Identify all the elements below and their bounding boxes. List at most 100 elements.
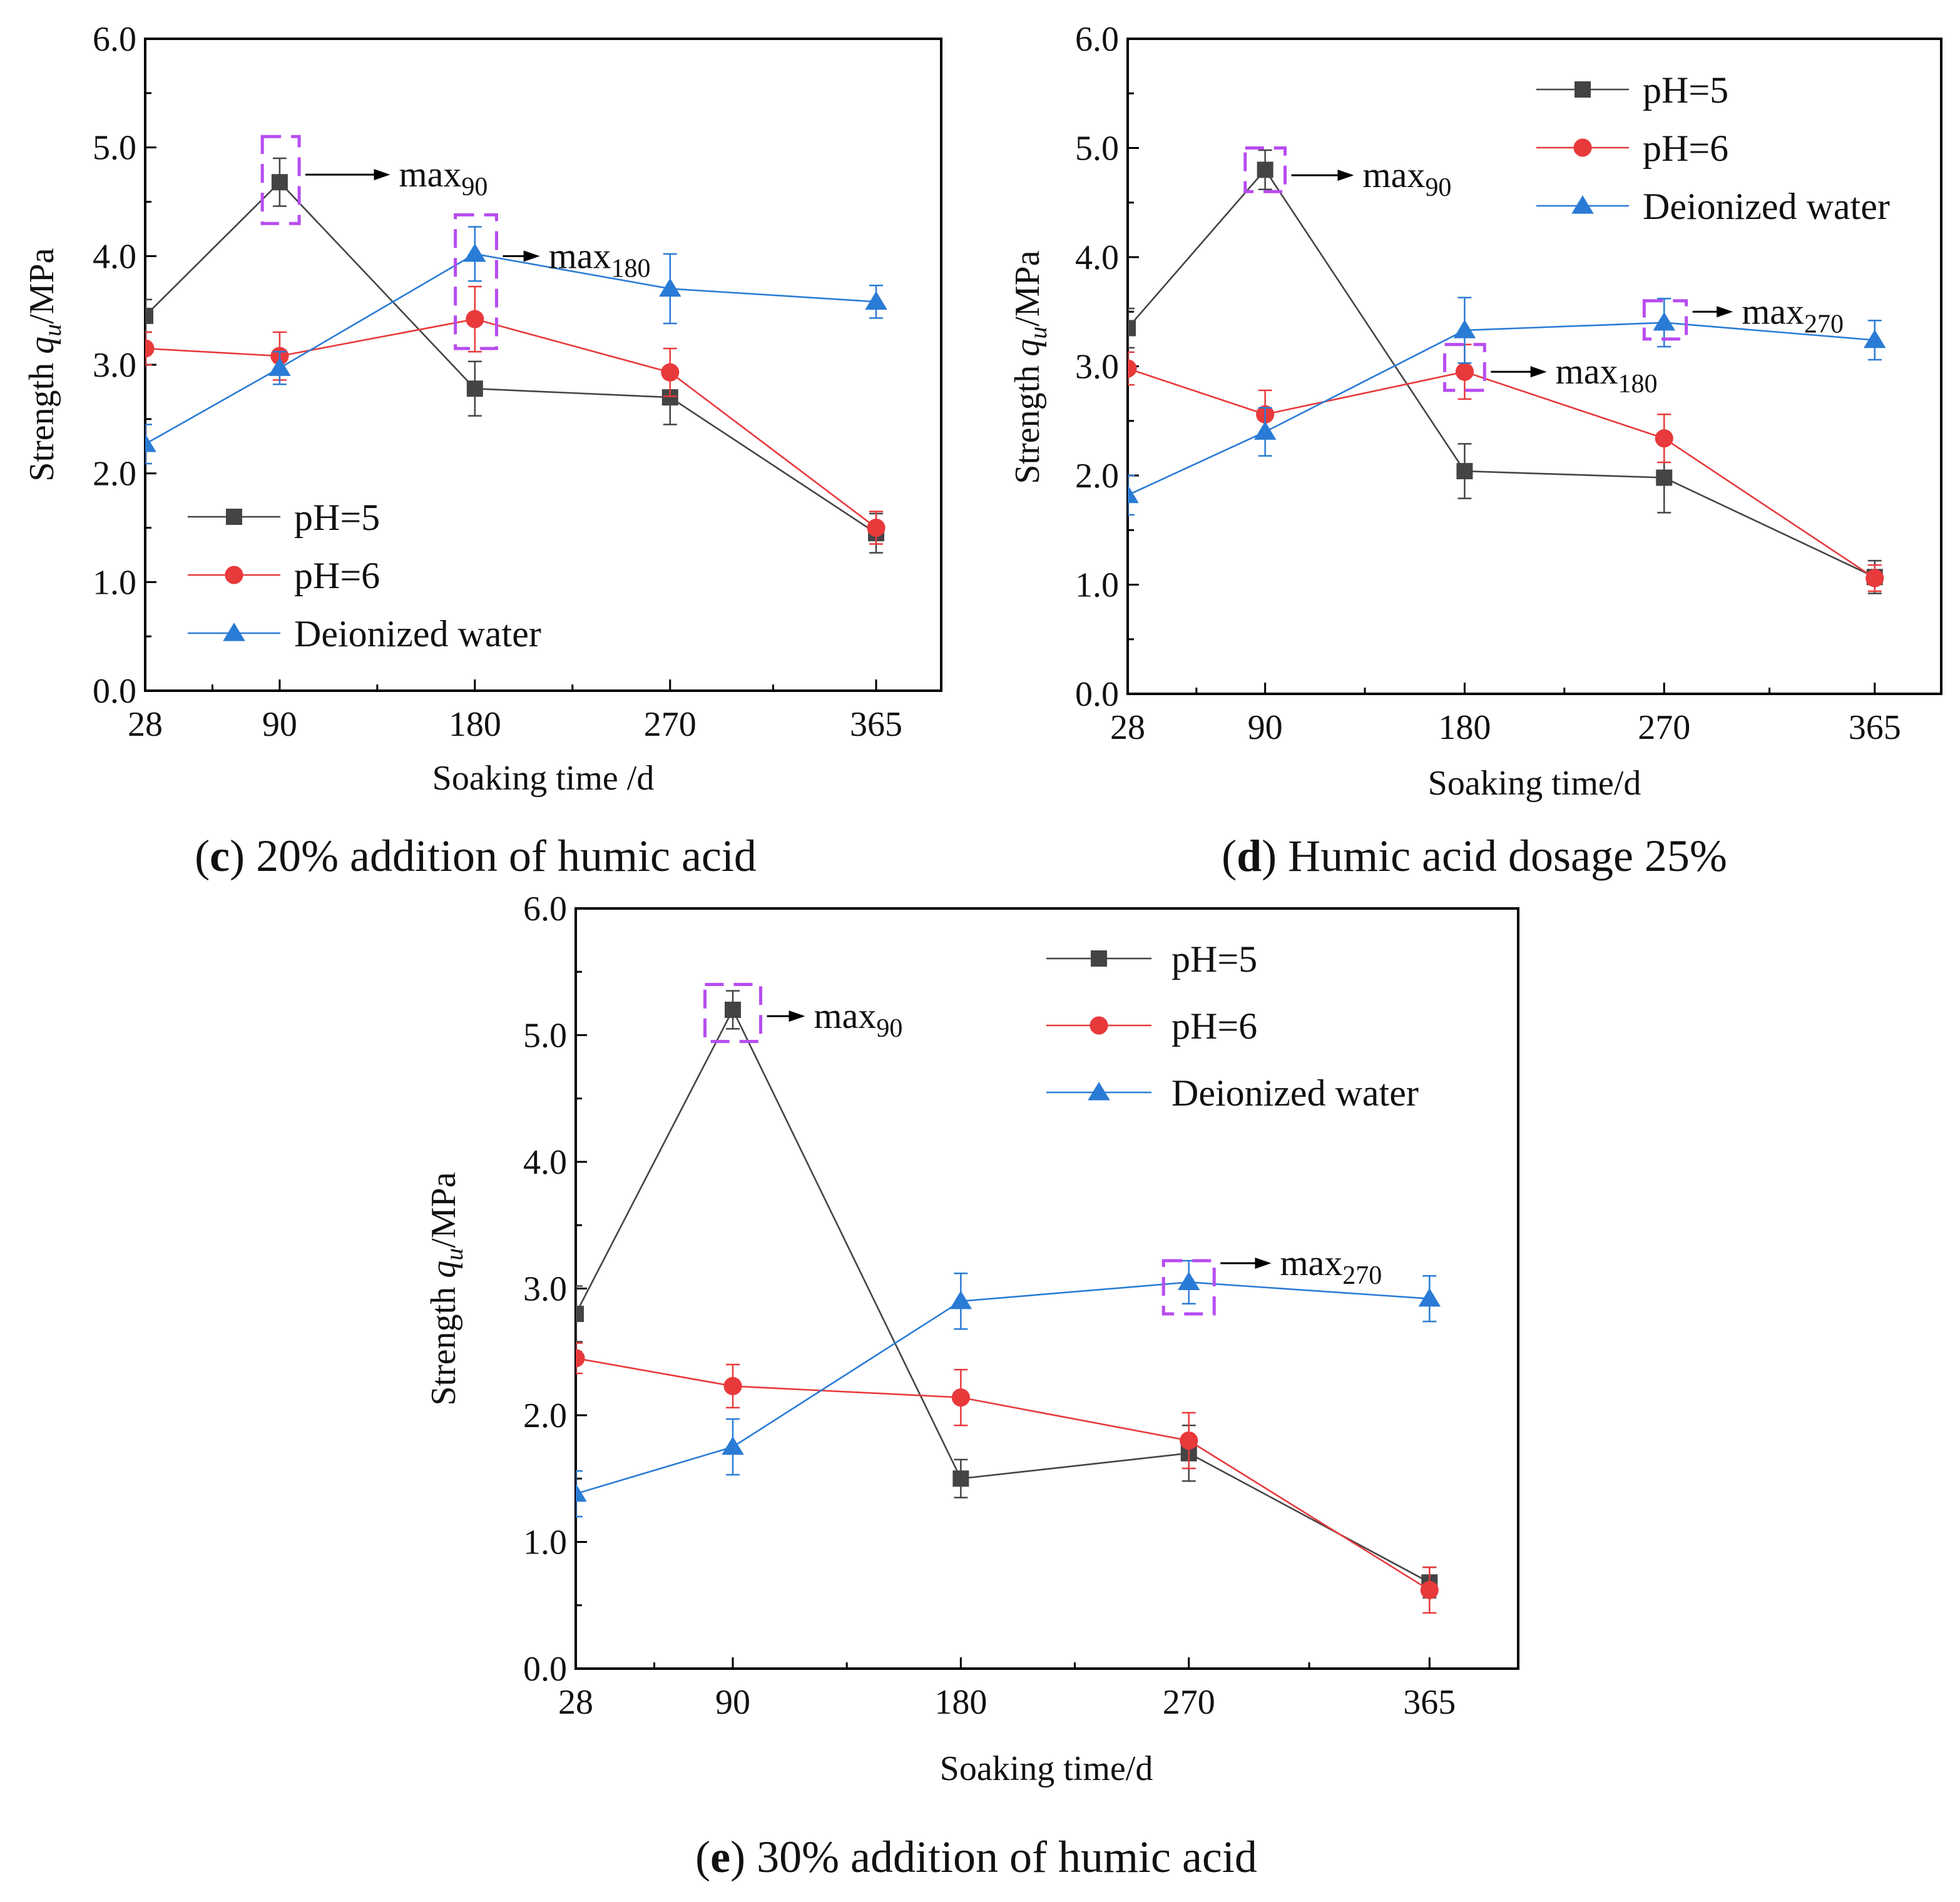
max-label: max180 <box>549 235 651 283</box>
max-label-sub: 90 <box>876 1014 902 1043</box>
y-tick-label: 4.0 <box>1075 238 1119 277</box>
y-tick-label: 4.0 <box>523 1143 567 1182</box>
data-point <box>661 363 680 382</box>
y-axis-label-prefix: Strength <box>23 354 61 482</box>
x-tick-label: 28 <box>558 1683 593 1722</box>
series-group <box>145 157 887 554</box>
x-tick-label: 365 <box>1403 1683 1456 1722</box>
data-point <box>1863 329 1886 348</box>
legend: pH=5 pH=6 Deionized water <box>1046 938 1419 1114</box>
figure-caption: (d) Humic acid dosage 25% <box>1222 831 1727 881</box>
x-tick-label: 365 <box>1849 708 1901 747</box>
data-point <box>722 1436 744 1455</box>
max-label-sub: 90 <box>1425 173 1451 202</box>
max-label-sub: 270 <box>1804 310 1844 338</box>
arrow-head <box>789 1010 805 1022</box>
data-point <box>1180 1431 1198 1450</box>
highlight-box <box>1243 146 1287 193</box>
y-tick-label: 0.0 <box>523 1650 567 1689</box>
series-line <box>576 1281 1430 1495</box>
data-point <box>576 1306 584 1322</box>
data-point <box>1453 320 1476 338</box>
y-tick-label: 6.0 <box>523 890 567 928</box>
arrow-head <box>1337 170 1354 181</box>
data-point <box>1866 569 1884 587</box>
legend-item: pH=6 <box>1536 128 1728 169</box>
y-tick-label: 3.0 <box>93 346 136 385</box>
y-tick-label: 5.0 <box>1075 130 1119 168</box>
legend-marker <box>1575 81 1591 98</box>
legend-marker <box>226 509 242 525</box>
legend-marker <box>1573 138 1592 157</box>
caption-close-paren: ) <box>230 831 245 881</box>
max-label-base: max <box>1362 155 1425 195</box>
y-axis-label-suffix: /MPa <box>1008 250 1047 326</box>
data-point <box>1128 484 1139 504</box>
caption-open-paren: ( <box>1222 831 1237 881</box>
chart-c: 0.0 1.0 2.0 3.0 4.0 5.0 6.0 28 90 180 270 365 Soakin… <box>23 20 942 881</box>
max-annotation: max90 <box>260 135 488 225</box>
data-point <box>464 243 486 262</box>
y-axis-label-sub: u <box>440 1248 468 1261</box>
max-label: max90 <box>399 154 488 201</box>
y-axis-label-suffix: /MPa <box>424 1172 463 1248</box>
max-label: max270 <box>1280 1243 1382 1290</box>
y-axis-label-var: q <box>424 1261 463 1278</box>
legend-label: Deionized water <box>1171 1072 1419 1114</box>
data-point <box>659 278 681 297</box>
data-point <box>865 291 887 310</box>
x-tick-label: 365 <box>850 705 902 744</box>
y-tick-label: 3.0 <box>1075 348 1119 387</box>
max-label: max90 <box>814 995 903 1043</box>
data-point <box>576 1349 585 1368</box>
data-point <box>1420 1580 1439 1600</box>
series-line <box>145 181 877 534</box>
x-tick-label: 270 <box>1638 708 1690 747</box>
x-tick-label: 90 <box>262 705 297 744</box>
y-axis-label-var: q <box>1008 339 1047 357</box>
y-axis-label-suffix: /MPa <box>23 248 61 323</box>
y-axis-label-sub: u <box>1024 327 1052 339</box>
y-tick-label: 6.0 <box>93 20 136 59</box>
data-point <box>576 1483 587 1502</box>
max-label-base: max <box>1742 291 1804 332</box>
legend-label: Deionized water <box>294 613 541 654</box>
data-point <box>1128 320 1136 337</box>
x-tick-label: 270 <box>644 705 697 744</box>
caption-letter: e <box>710 1832 730 1882</box>
series-group <box>1128 149 1886 594</box>
max-label-base: max <box>1280 1243 1342 1283</box>
data-point <box>867 518 886 537</box>
figure-caption: (e) 30% addition of humic acid <box>695 1832 1257 1882</box>
legend-item: pH=6 <box>188 555 380 596</box>
max-label-sub: 90 <box>461 173 487 201</box>
x-tick-label: 28 <box>128 705 163 744</box>
y-tick-label: 1.0 <box>523 1523 567 1562</box>
y-tick-label: 0.0 <box>93 672 136 711</box>
legend-item: Deionized water <box>1536 186 1890 227</box>
series-2 <box>576 1342 1439 1614</box>
data-point <box>145 433 156 452</box>
max-annotation: max270 <box>1161 1243 1382 1316</box>
max-annotation: max90 <box>1243 146 1451 202</box>
data-point <box>1653 312 1675 331</box>
data-point <box>1418 1288 1441 1307</box>
y-axis-label-prefix: Strength <box>1008 357 1047 484</box>
max-label-base: max <box>1556 351 1618 392</box>
y-axis-label-sub: u <box>38 324 66 337</box>
x-axis-label: Soaking time/d <box>1428 764 1641 803</box>
x-tick-label: 28 <box>1110 708 1145 747</box>
x-tick-label: 180 <box>449 705 501 744</box>
arrow-head <box>1255 1258 1272 1269</box>
figure-caption: (c) 20% addition of humic acid <box>195 831 757 881</box>
caption-open-paren: ( <box>195 831 210 881</box>
legend-label: pH=6 <box>294 555 380 596</box>
y-tick-label: 5.0 <box>93 129 136 168</box>
y-tick-label: 2.0 <box>523 1396 567 1435</box>
y-tick-label: 0.0 <box>1075 675 1119 714</box>
y-tick-label: 3.0 <box>523 1270 567 1309</box>
caption-close-paren: ) <box>1262 831 1277 881</box>
legend-label: pH=5 <box>1643 69 1728 111</box>
caption-text: Humic acid dosage 25% <box>1277 831 1727 881</box>
data-point <box>268 357 291 376</box>
